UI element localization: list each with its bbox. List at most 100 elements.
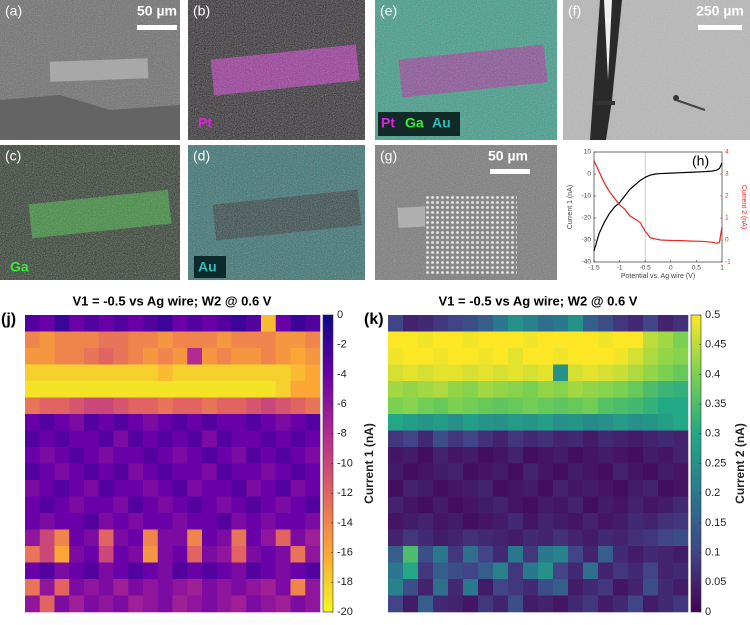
heatmap-cell: [658, 397, 674, 415]
heatmap-cell: [568, 348, 584, 365]
heatmap-cell: [231, 562, 247, 580]
heatmap-cell: [202, 315, 218, 332]
heatmap-cell: [628, 348, 644, 365]
heatmap-cell: [658, 331, 674, 349]
heatmap-cell: [261, 414, 277, 431]
heatmap-cell: [673, 579, 689, 596]
heatmap-cell: [231, 546, 247, 563]
heatmap-cell: [275, 331, 291, 349]
heatmap-cell: [418, 331, 434, 349]
heatmap-cell: [673, 397, 689, 415]
heatmap-cell: [39, 348, 55, 365]
heatmap-cell: [628, 447, 644, 464]
heatmap-cell: [478, 315, 494, 332]
heatmap-cell: [388, 513, 404, 530]
heatmap-cell: [403, 381, 419, 398]
heatmap-cell: [98, 463, 114, 481]
heatmap-cell: [246, 381, 262, 398]
heatmap-cell: [493, 529, 509, 547]
heatmap-cell: [388, 315, 404, 332]
heatmap-cell: [673, 414, 689, 431]
heatmap-cell: [508, 595, 524, 613]
heatmap-cell: [658, 315, 674, 332]
heatmap-cell: [246, 315, 262, 332]
heatmap-cell: [598, 496, 614, 514]
heatmap-cell: [113, 496, 129, 514]
heatmap-cell: [246, 331, 262, 349]
y2-tick-label: 2: [725, 193, 729, 200]
heatmap-cell: [84, 381, 100, 398]
heatmap-cell: [202, 447, 218, 464]
heatmap-cell: [478, 463, 494, 481]
heatmap-cell: [493, 463, 509, 481]
heatmap-cell: [305, 381, 321, 398]
panel-label: (g): [380, 148, 397, 164]
heatmap-cell: [25, 529, 41, 547]
heatmap-cell: [403, 364, 419, 382]
heatmap-cell: [113, 480, 129, 497]
heatmap-cell: [478, 331, 494, 349]
heatmap-cell: [187, 562, 203, 580]
heatmap-cell: [113, 348, 129, 365]
heatmap-cell: [388, 595, 404, 613]
heatmap-cell: [448, 348, 464, 365]
heatmap-cell: [261, 331, 277, 349]
heatmap-cell: [583, 562, 599, 580]
micrograph: [563, 0, 750, 140]
heatmap-cell: [172, 480, 188, 497]
heatmap-cell: [508, 430, 524, 448]
heatmap-cell: [628, 562, 644, 580]
x-tick-label: 1: [720, 265, 724, 272]
heatmap-cell: [187, 480, 203, 497]
heatmap-cell: [388, 480, 404, 497]
heatmap-cell: [128, 496, 144, 514]
heatmap-cell: [508, 397, 524, 415]
heatmap-cell: [433, 579, 449, 596]
heatmap-cell: [246, 579, 262, 596]
heatmap-cell: [157, 364, 173, 382]
heatmap-cell: [157, 463, 173, 481]
heatmap-cell: [69, 381, 85, 398]
heatmap-cell: [673, 529, 689, 547]
heatmap-cell: [202, 579, 218, 596]
scale-label: 50 µm: [488, 148, 528, 164]
heatmap-cell: [613, 562, 629, 580]
heatmap-cell: [54, 414, 70, 431]
heatmap-cell: [613, 496, 629, 514]
heatmap-cell: [568, 480, 584, 497]
heatmap-cell: [143, 381, 159, 398]
heatmap-cell: [98, 579, 114, 596]
heatmap-cell: [216, 496, 232, 514]
sample-strip: [398, 44, 548, 98]
heatmap-cell: [553, 315, 569, 332]
heatmap-cell: [403, 513, 419, 530]
heatmap-cell: [69, 447, 85, 464]
heatmap-cell: [246, 414, 262, 431]
scale-label: 250 µm: [696, 3, 744, 19]
heatmap-cell: [39, 463, 55, 481]
heatmap-cell: [658, 496, 674, 514]
heatmap-cell: [523, 331, 539, 349]
heatmap-cell: [598, 447, 614, 464]
heatmap-cell: [613, 397, 629, 415]
heatmap-cell: [388, 579, 404, 596]
heatmap-cell: [538, 579, 554, 596]
heatmap-cell: [290, 496, 306, 514]
heatmap-cell: [523, 496, 539, 514]
heatmap-cell: [54, 430, 70, 448]
heatmap-cell: [553, 513, 569, 530]
heatmap-cell: [508, 546, 524, 563]
heatmap-cell: [598, 463, 614, 481]
heatmap-cell: [25, 595, 41, 613]
heatmap-cell: [261, 348, 277, 365]
heatmap-cell: [261, 595, 277, 613]
heatmap-cell: [403, 579, 419, 596]
heatmap-cell: [84, 463, 100, 481]
sample-strip: [28, 189, 172, 239]
y-tick-label: 0: [587, 171, 591, 178]
heatmap-cell: [187, 381, 203, 398]
heatmap-cell: [54, 447, 70, 464]
heatmap-cell: [113, 595, 129, 613]
heatmap-cell: [463, 579, 479, 596]
y-tick-label: -40: [582, 259, 592, 266]
